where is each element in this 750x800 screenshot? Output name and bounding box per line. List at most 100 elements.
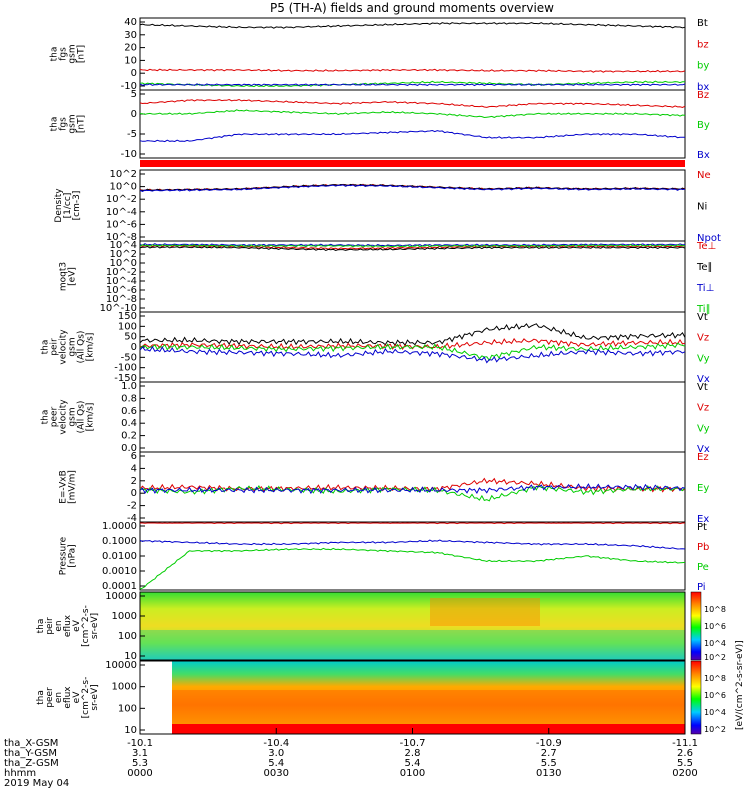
colorbar-tick: 10^8	[704, 674, 726, 683]
colorbar-tick: 10^2	[704, 653, 726, 662]
footer-value: 5.5	[677, 758, 693, 769]
legend-label: Vy	[697, 353, 710, 364]
legend-label: Vx	[697, 444, 710, 455]
colorbar-tick: 10^6	[704, 622, 726, 631]
y-tick-label: 0	[131, 342, 137, 353]
footer-value: -10.4	[263, 738, 289, 749]
footer-value: 3.0	[268, 748, 284, 759]
y-tick-label: 1000	[112, 682, 137, 693]
legend-label: Ey	[697, 483, 709, 494]
y-tick-label: 6	[131, 451, 137, 462]
colorbar-label: [eV/(cm^2-s-sr-eV)]	[735, 640, 745, 730]
y-axis-label: (All Qs)	[77, 401, 87, 434]
y-axis-label: gsm	[68, 337, 78, 356]
ion-colorbar	[690, 591, 702, 661]
y-tick-label: -10	[121, 149, 137, 160]
legend-label: Bt	[697, 18, 708, 29]
y-tick-label: -4	[127, 513, 137, 524]
panel-ion-spectrogram	[139, 591, 686, 661]
series-line-Bt	[139, 22, 686, 29]
footer-value: -10.1	[127, 738, 153, 749]
y-tick-label: 10^-8	[106, 294, 137, 305]
y-axis-label: tha	[36, 690, 46, 705]
legend-label: Pi	[697, 582, 706, 593]
legend-label: Vy	[697, 423, 710, 434]
footer-value: 0030	[264, 768, 289, 779]
footer-value: 5.5	[541, 758, 557, 769]
legend-label: Ti∥	[696, 304, 711, 315]
y-tick-label: 100	[118, 321, 137, 332]
legend-label: by	[697, 61, 709, 72]
y-axis-label: velocity	[59, 399, 69, 435]
y-axis-label: fgs	[59, 47, 69, 61]
y-tick-label: 20	[124, 43, 137, 54]
colorbar-tick: 10^8	[704, 605, 726, 614]
y-tick-label: 10^-4	[106, 276, 137, 287]
legend-label: Bz	[697, 90, 709, 101]
series-line-Ti∥	[139, 244, 686, 248]
spectrogram-core-region	[172, 690, 685, 724]
footer-value: 0100	[400, 768, 425, 779]
y-tick-label: 10^-6	[106, 285, 137, 296]
y-axis-label: [cm^2-s-	[81, 677, 91, 719]
y-tick-label: 2	[131, 476, 137, 487]
y-axis-label: [cm-3]	[72, 191, 82, 221]
panel-3-content: 10^410^210^010^-210^-410^-610^-810^-10 mo…	[59, 240, 717, 315]
y-tick-label: -5	[127, 129, 137, 140]
y-tick-label: 0.6	[121, 406, 137, 417]
footer-value: -10.7	[400, 738, 426, 749]
y-axis-label: [nPa]	[68, 544, 78, 567]
spectrogram-bottom-band	[172, 724, 685, 734]
y-tick-label: 10^-2	[106, 267, 137, 278]
y-axis-label: E=-VxB	[59, 470, 69, 504]
series-line-Ex	[139, 483, 686, 495]
legend-label: Ne	[697, 170, 711, 181]
series-line-Npot	[139, 184, 686, 192]
panel-frame	[139, 591, 686, 661]
legend-label: Pe	[697, 562, 709, 573]
y-tick-label: 0	[131, 68, 137, 79]
series-line-Bx	[139, 129, 686, 143]
y-axis-label: gsm	[68, 44, 78, 63]
y-axis-label: [eV]	[68, 267, 78, 286]
y-axis-label: eflux	[63, 614, 73, 637]
panel-temperature	[139, 240, 686, 313]
y-tick-label: 0.0010	[102, 566, 137, 577]
y-axis-label: tha	[41, 410, 51, 425]
footer-value: 3.1	[132, 748, 148, 759]
y-tick-label: 10000	[105, 660, 137, 671]
footer-row-label: tha_X-GSM	[4, 738, 58, 749]
y-tick-label: 10000	[105, 591, 137, 602]
y-axis-label: Pressure	[59, 536, 69, 575]
legend-label: Te⊥	[696, 241, 716, 252]
y-axis-label: en	[54, 620, 64, 631]
legend-label: Ez	[697, 452, 709, 463]
y-tick-label: 10^2	[110, 249, 137, 260]
y-tick-label: 10^4	[110, 240, 137, 251]
footer-row-label: tha_Z-GSM	[4, 758, 59, 769]
y-axis-label: [mV/m]	[68, 470, 78, 504]
colorbar-tick: 10^2	[704, 725, 726, 734]
y-axis-label: gsm	[68, 114, 78, 133]
y-tick-label: 0.0	[121, 443, 137, 454]
spectrogram-highflux-region	[430, 598, 540, 626]
colorbar-tick: 10^4	[704, 708, 726, 717]
y-tick-label: 1.0000	[102, 521, 137, 532]
y-axis-label: sr-eV]	[90, 684, 100, 710]
series-line-Te∥	[139, 245, 686, 252]
legend-label: bz	[697, 39, 709, 50]
spectrogram-background	[140, 592, 685, 660]
y-axis-label: peer	[45, 687, 55, 708]
footer-value: 0130	[536, 768, 561, 779]
y-tick-label: 0.8	[121, 393, 137, 404]
panel-frame	[139, 169, 686, 242]
y-axis-label: peir	[45, 617, 55, 635]
panel-frame	[139, 240, 686, 313]
series-line-Vt	[139, 323, 686, 347]
y-tick-label: 100	[118, 631, 137, 642]
footer-value: -11.1	[672, 738, 698, 749]
legend-label: Pb	[697, 542, 709, 553]
